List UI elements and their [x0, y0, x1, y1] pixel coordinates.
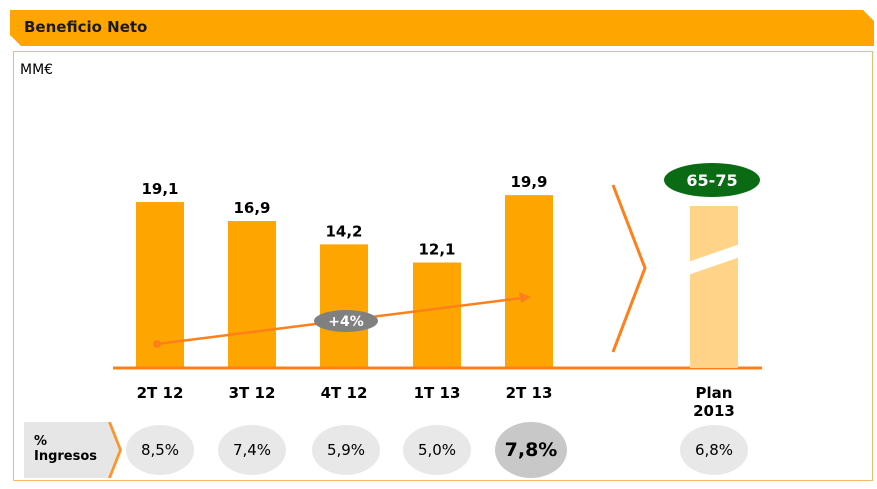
- category-label: 2T 12: [137, 384, 184, 402]
- bar-4t-12: [320, 244, 368, 367]
- bar-1t-13: [413, 262, 461, 367]
- plan-label-line2: 2013: [693, 402, 735, 420]
- header-bar: [10, 10, 874, 46]
- ingresos-pill: 8,5%: [126, 425, 194, 475]
- value-label: 19,1: [141, 180, 178, 198]
- chevron-separator: [611, 184, 647, 353]
- labels-group: 19,1 2T 12 16,9 3T 12 14,2 4T 12 12,1 1T 13 19,9…: [137, 173, 553, 402]
- ingresos-label-box: % Ingresos: [24, 422, 122, 478]
- plan-range-label: 65-75: [686, 171, 737, 190]
- trend-label: +4%: [328, 314, 364, 330]
- category-label: 3T 12: [229, 384, 276, 402]
- ingresos-label: % Ingresos: [34, 434, 97, 464]
- ingresos-pill: 7,8%: [495, 422, 567, 478]
- ingresos-pill: 5,0%: [403, 425, 471, 475]
- category-label: 4T 12: [321, 384, 368, 402]
- value-label: 14,2: [325, 222, 362, 240]
- value-label: 16,9: [233, 199, 270, 217]
- chart-frame: [13, 51, 873, 481]
- trend-group: +4%: [153, 292, 531, 348]
- plan-label-line1: Plan: [696, 384, 733, 402]
- ingresos-label-line2: Ingresos: [34, 449, 98, 464]
- trend-start-dot: [153, 340, 161, 348]
- category-label: 1T 13: [414, 384, 461, 402]
- plan-range-badge: [664, 163, 760, 197]
- trend-badge: [314, 310, 378, 332]
- bars-group: [136, 195, 553, 367]
- ingresos-pill: 7,4%: [218, 425, 286, 475]
- bar-3t-12: [228, 221, 276, 367]
- ingresos-label-line1: %: [34, 434, 48, 449]
- plan-bar-break: [688, 244, 740, 275]
- ingresos-pill: 5,9%: [312, 425, 380, 475]
- trend-arrowhead: [519, 292, 531, 303]
- value-label: 19,9: [510, 173, 547, 191]
- bar-2t-12: [136, 202, 184, 367]
- ingresos-pill: 6,8%: [680, 425, 748, 475]
- page-title: Beneficio Neto: [24, 18, 148, 36]
- value-label: 12,1: [418, 241, 455, 259]
- category-label: 2T 13: [506, 384, 553, 402]
- bar-2t-13: [505, 195, 553, 367]
- unit-label: MM€: [20, 62, 54, 78]
- plan-bar: [690, 206, 738, 368]
